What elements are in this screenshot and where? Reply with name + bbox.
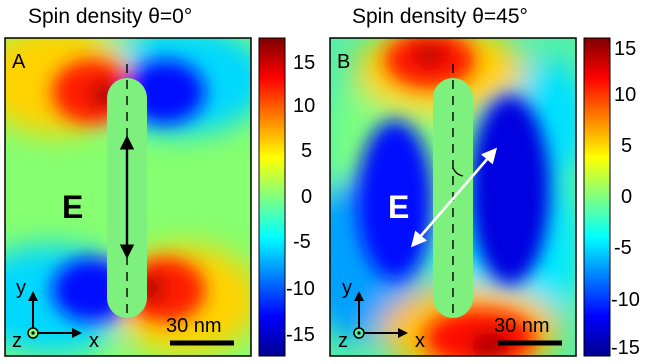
cb-b-tick: -5 <box>614 237 632 259</box>
cb-a-tick: -15 <box>286 324 315 346</box>
panel-a-z-label: z <box>12 330 22 352</box>
cb-b-tick: -10 <box>611 289 640 311</box>
panel-b-scale-label: 30 nm <box>494 315 550 337</box>
panel-b-colorbar <box>583 37 611 357</box>
panel-b-colorbar-ticks: 15 10 5 0 -5 -10 -15 <box>611 38 640 359</box>
panel-a-x-label: x <box>89 330 99 352</box>
panel-a-colorbar <box>258 37 286 357</box>
cb-b-tick: 10 <box>614 84 636 106</box>
panel-a-y-label: y <box>16 277 26 299</box>
panel-a-letter: A <box>12 51 26 73</box>
cb-b-tick: 15 <box>614 38 636 60</box>
panel-b-x-label: x <box>415 330 425 352</box>
panel-b-z-label: z <box>338 330 348 352</box>
cb-b-tick: -15 <box>611 337 640 359</box>
panel-a-axes: y x z <box>12 277 99 352</box>
panel-b-title: Spin density θ=45° <box>352 5 528 28</box>
panel-a-title: Spin density θ=0° <box>28 5 193 28</box>
panel-a-colorbar-ticks: 15 10 5 0 -5 -10 -15 <box>286 52 315 346</box>
panel-b-letter: B <box>337 51 350 73</box>
panel-b-scale-bar: 30 nm <box>494 315 562 346</box>
panel-a-scale-bar: 30 nm <box>166 315 234 346</box>
cb-a-tick: -5 <box>293 231 311 253</box>
panel-b-y-label: y <box>342 277 352 299</box>
cb-a-tick: 0 <box>301 186 312 208</box>
cb-b-tick: 5 <box>621 135 632 157</box>
cb-a-tick: 15 <box>293 52 315 74</box>
panel-a-scale-label: 30 nm <box>166 315 222 337</box>
cb-b-tick: 0 <box>621 186 632 208</box>
panel-b-field-arrow <box>410 147 498 248</box>
panel-a-field-label: E <box>62 189 83 225</box>
cb-a-tick: 10 <box>293 95 315 117</box>
panel-b-field-label: E <box>388 189 409 225</box>
panel-b-axes: y x z <box>338 277 425 352</box>
cb-a-tick: -10 <box>286 278 315 300</box>
cb-a-tick: 5 <box>301 140 312 162</box>
